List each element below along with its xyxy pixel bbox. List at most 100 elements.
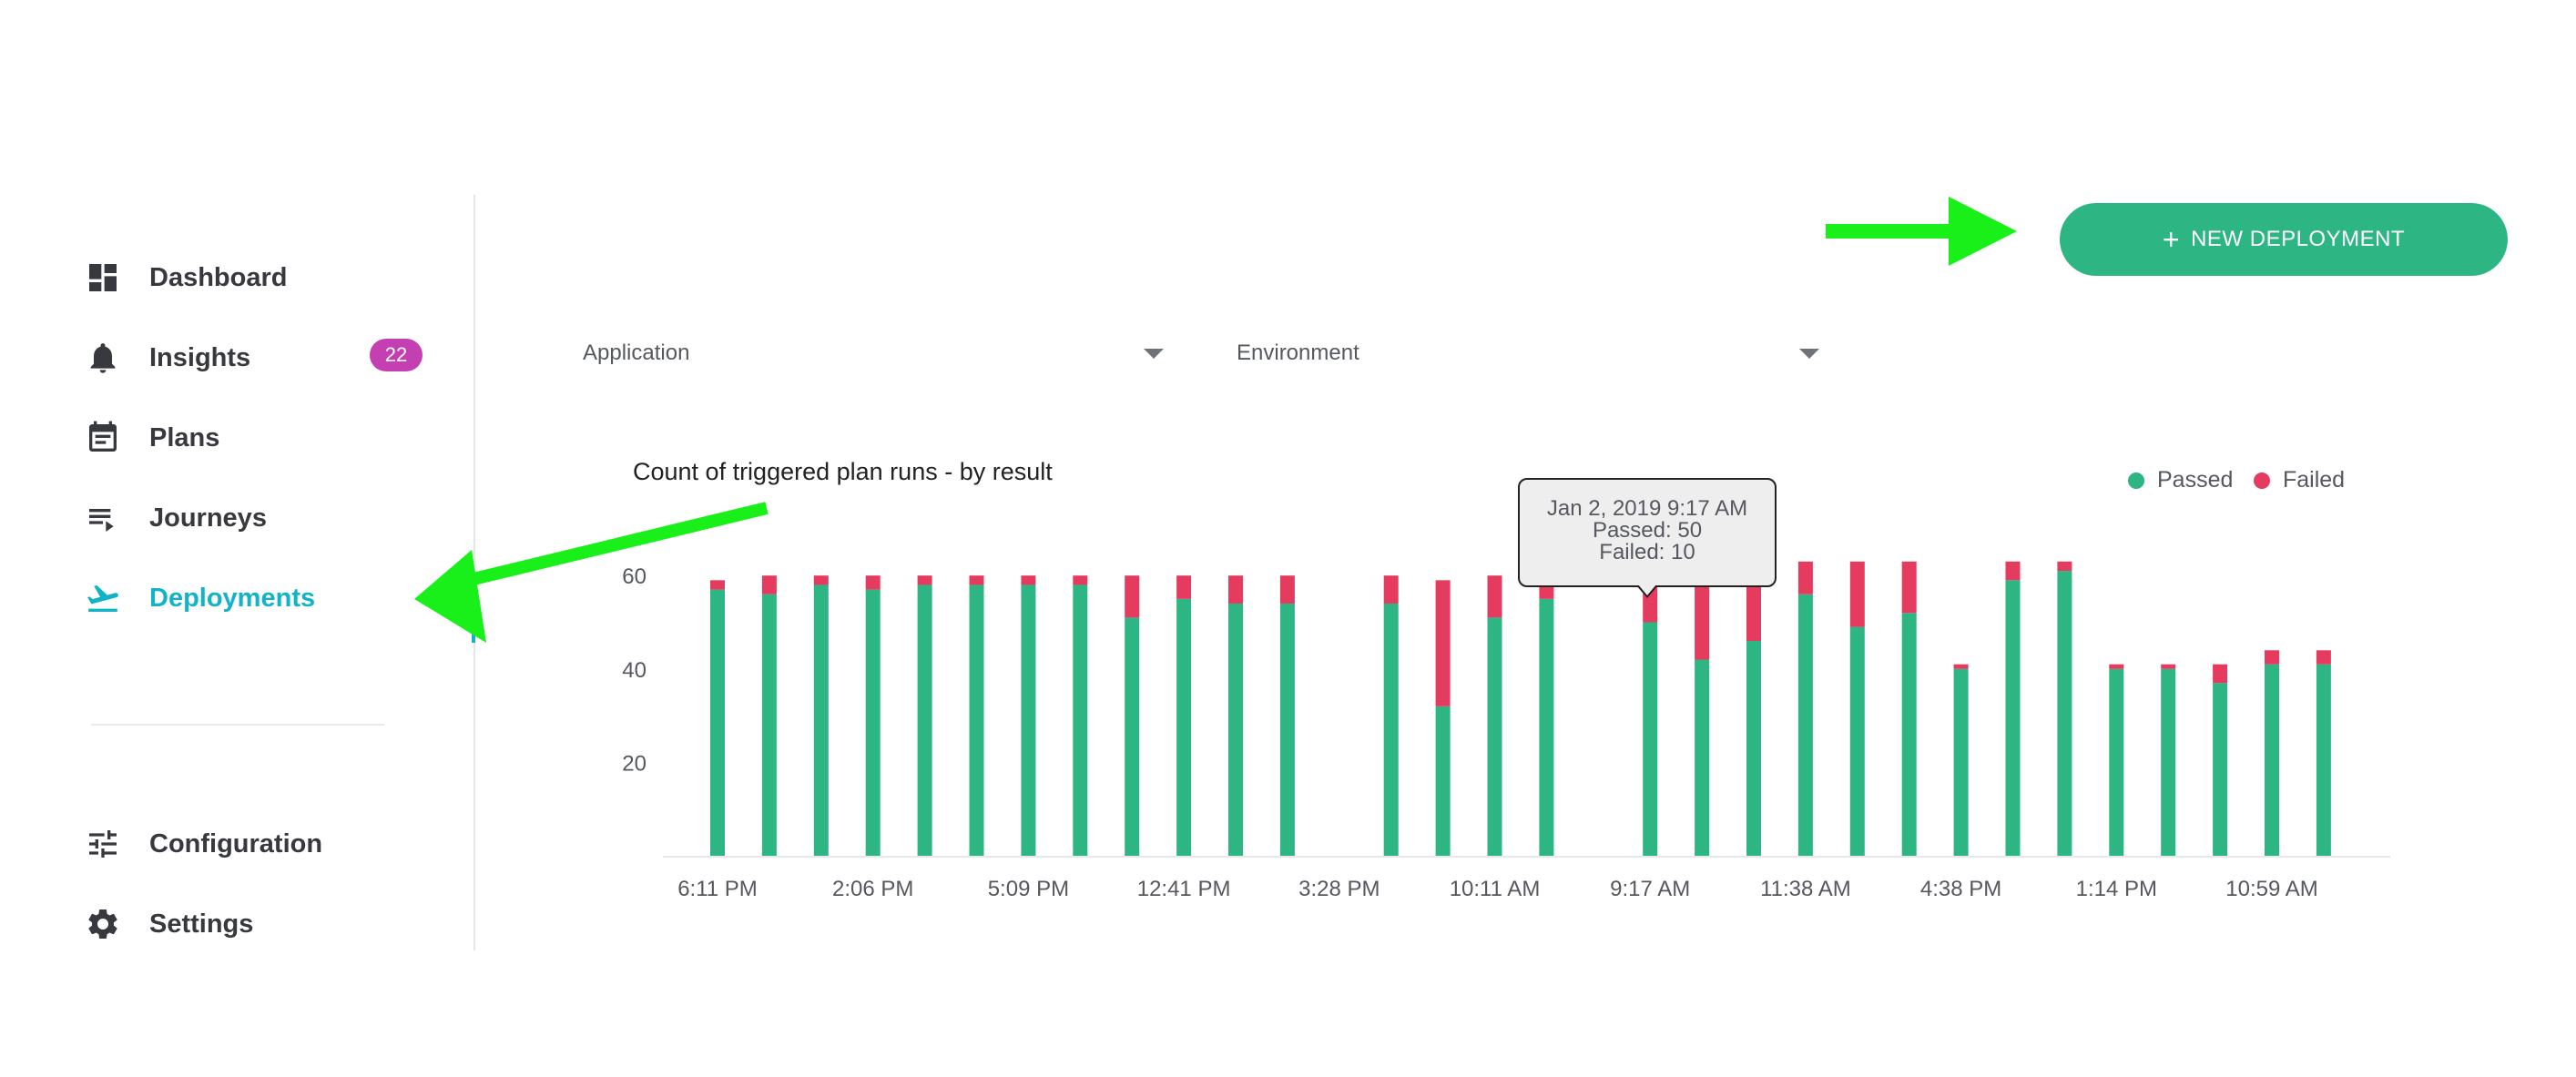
x-tick-label: 4:38 PM — [1920, 877, 2001, 901]
bar-passed — [1849, 626, 1865, 856]
bar-passed — [1073, 584, 1088, 856]
bar-passed — [2265, 664, 2279, 856]
insights-count-badge: 22 — [370, 339, 423, 371]
sidebar-divider — [91, 724, 384, 726]
sliders-icon — [84, 825, 122, 863]
bar-passed — [2005, 580, 2021, 856]
chart-title: Count of triggered plan runs - by result — [633, 458, 1053, 485]
tooltip-pointer-fill — [1638, 584, 1656, 595]
bar-failed — [865, 575, 881, 590]
bar-passed — [1953, 668, 1969, 856]
bar-passed — [1383, 603, 1399, 856]
x-tick-label: 10:59 AM — [2225, 877, 2317, 901]
x-tick-label: 5:09 PM — [988, 877, 1069, 901]
sidebar-item-label: Settings — [149, 909, 254, 939]
sidebar-item-label: Plans — [149, 422, 220, 452]
y-tick-label: 40 — [622, 658, 647, 683]
airplane-icon — [84, 579, 122, 617]
plus-icon: + — [2162, 223, 2181, 256]
bar-failed — [2265, 650, 2279, 665]
bar-passed — [2109, 668, 2124, 856]
x-tick-label: 3:28 PM — [1298, 877, 1380, 901]
bar-failed — [710, 580, 725, 590]
sidebar-item-journeys[interactable]: Journeys — [84, 491, 267, 545]
bar-passed — [813, 584, 829, 856]
bar-failed — [1228, 575, 1243, 604]
playlist-icon — [84, 499, 122, 537]
bar-failed — [1487, 575, 1502, 618]
bar-failed — [813, 575, 829, 585]
bar-passed — [1228, 603, 1243, 856]
bar-failed — [1073, 575, 1088, 585]
sidebar-item-deployments[interactable]: Deployments — [84, 571, 315, 625]
bar-passed — [917, 584, 932, 856]
bar-passed — [761, 594, 777, 856]
bar-failed — [1383, 575, 1399, 604]
bar-passed — [1746, 641, 1761, 856]
x-tick-label: 9:17 AM — [1610, 877, 1690, 901]
x-tick-label: 6:11 PM — [677, 877, 758, 901]
sidebar-item-label: Configuration — [149, 828, 323, 859]
bar-failed — [1797, 561, 1813, 594]
bar-passed — [1901, 613, 1917, 856]
legend-failed-dot — [2254, 472, 2270, 489]
bar-passed — [710, 589, 725, 856]
bar-failed — [1021, 575, 1036, 585]
bar-failed — [1695, 575, 1710, 660]
bar-passed — [969, 584, 984, 856]
environment-dropdown-label: Environment — [1237, 340, 1359, 365]
legend-passed-label: Passed — [2157, 467, 2234, 493]
application-dropdown[interactable]: Application — [583, 335, 1164, 371]
bar-failed — [2161, 664, 2176, 669]
bar-failed — [761, 575, 777, 594]
sidebar-item-label: Dashboard — [149, 262, 288, 292]
bar-passed — [2057, 571, 2072, 856]
legend-passed-dot — [2128, 472, 2144, 489]
tooltip-passed: Passed: 50 — [1592, 518, 1703, 543]
bar-passed — [2161, 668, 2176, 856]
bar-passed — [1279, 603, 1295, 856]
bar-passed — [2316, 664, 2331, 856]
bar-passed — [1539, 598, 1554, 856]
sidebar-item-settings[interactable]: Settings — [84, 897, 253, 951]
bar-failed — [1435, 580, 1451, 706]
bar-failed — [1176, 575, 1192, 599]
bar-failed — [1953, 664, 1969, 669]
sidebar-item-dashboard[interactable]: Dashboard — [84, 250, 287, 305]
gear-icon — [84, 905, 122, 943]
bar-failed — [917, 575, 932, 585]
bar-passed — [1797, 594, 1813, 856]
bar-passed — [1695, 659, 1710, 856]
bar-failed — [1746, 575, 1761, 642]
bar-passed — [1487, 617, 1502, 856]
bar-passed — [865, 589, 881, 856]
legend-failed[interactable]: Failed — [2254, 467, 2345, 493]
tooltip-date: Jan 2, 2019 9:17 AM — [1546, 496, 1748, 521]
calendar-icon — [84, 419, 122, 457]
bar-passed — [1176, 598, 1192, 856]
x-tick-label: 10:11 AM — [1450, 877, 1541, 901]
bell-icon — [84, 339, 122, 377]
sidebar-item-insights[interactable]: Insights — [84, 330, 250, 385]
dashboard-icon — [84, 259, 122, 297]
x-tick-label: 12:41 PM — [1137, 877, 1231, 901]
bar-passed — [2213, 683, 2228, 856]
new-deployment-label: NEW DEPLOYMENT — [2191, 227, 2406, 251]
bar-failed — [1125, 575, 1140, 618]
bar-failed — [1849, 561, 1865, 627]
legend-passed[interactable]: Passed — [2128, 467, 2233, 493]
bar-failed — [1901, 561, 1917, 614]
sidebar-item-label: Deployments — [149, 583, 316, 613]
sidebar-item-label: Journeys — [149, 503, 267, 533]
bar-failed — [2213, 664, 2228, 684]
sidebar-item-configuration[interactable]: Configuration — [84, 817, 322, 871]
environment-dropdown[interactable]: Environment — [1237, 335, 1819, 371]
chart-tooltip: Jan 2, 2019 9:17 AM Passed: 50 Failed: 1… — [1518, 478, 1777, 587]
new-deployment-button[interactable]: + NEW DEPLOYMENT — [2060, 203, 2508, 276]
x-tick-label: 1:14 PM — [2076, 877, 2157, 901]
x-tick-label: 11:38 AM — [1760, 877, 1851, 901]
sidebar-item-label: Insights — [149, 342, 251, 372]
bar-failed — [2005, 561, 2021, 581]
sidebar-item-plans[interactable]: Plans — [84, 411, 219, 465]
legend-failed-label: Failed — [2283, 467, 2346, 493]
